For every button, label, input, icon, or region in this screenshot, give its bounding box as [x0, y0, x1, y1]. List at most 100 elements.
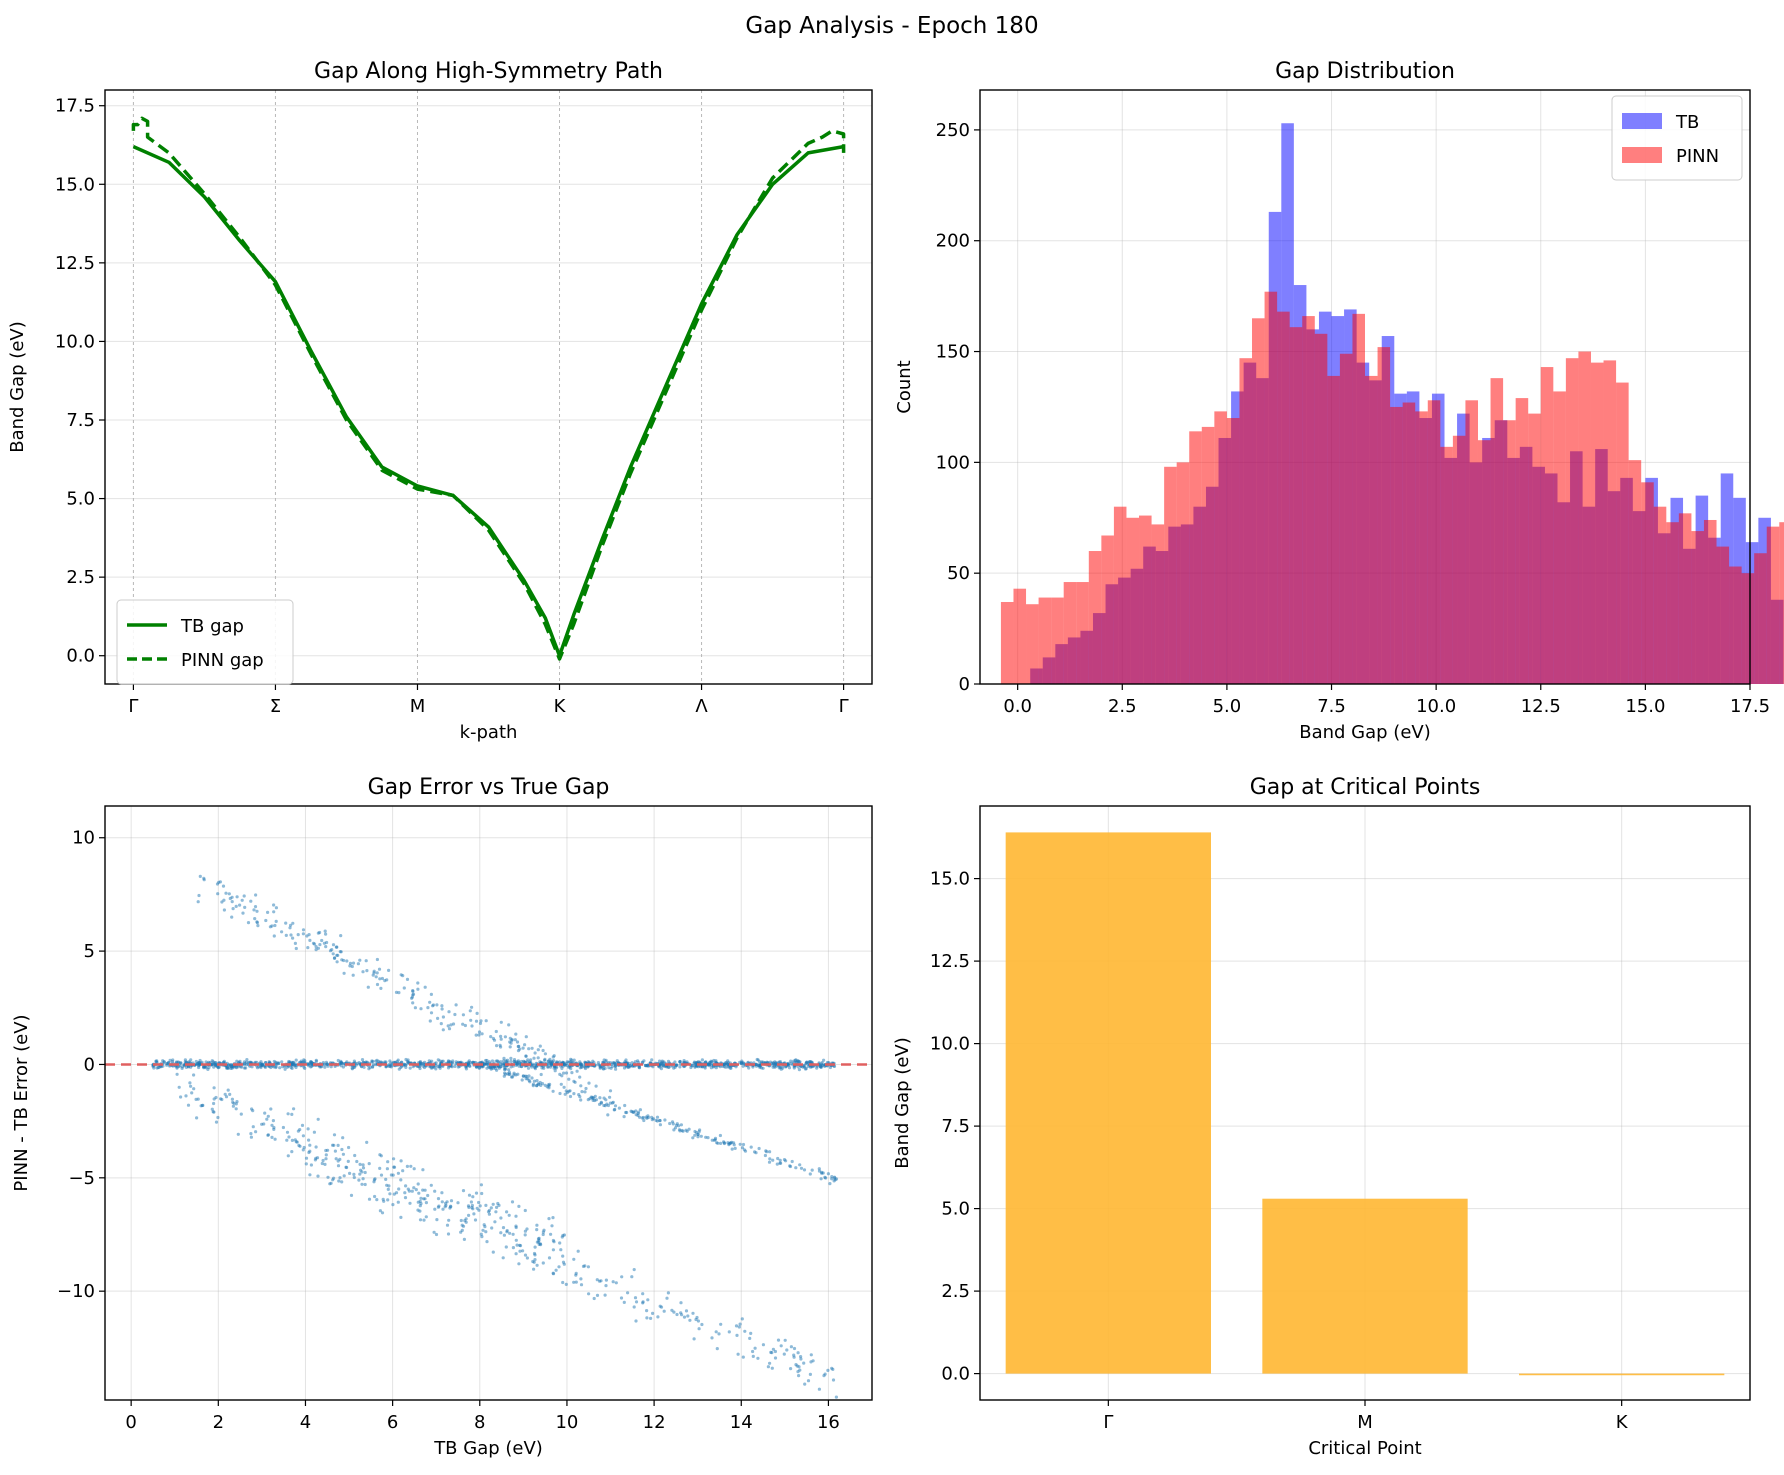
- scatter-point: [808, 1372, 813, 1376]
- scatter-point: [523, 1229, 528, 1233]
- scatter-point: [642, 1118, 646, 1123]
- scatter-point: [799, 1355, 803, 1359]
- pinn-hist-bar: [1151, 524, 1165, 684]
- scatter-point: [216, 892, 220, 896]
- scatter-point: [272, 903, 276, 907]
- scatter-point: [655, 1119, 660, 1123]
- scatter-point: [291, 921, 295, 925]
- scatter-point: [392, 1060, 396, 1064]
- scatter-point: [540, 1082, 545, 1086]
- scatter-point: [461, 1224, 466, 1228]
- scatter-point: [608, 1095, 612, 1099]
- scatter-point: [499, 1037, 503, 1041]
- scatter-point: [380, 976, 384, 981]
- scatter-point: [341, 1065, 345, 1069]
- scatter-point: [561, 1280, 565, 1285]
- scatter-point: [781, 1066, 785, 1070]
- scatter-point: [324, 932, 328, 936]
- scatter-point: [221, 884, 226, 888]
- scatter-point: [507, 1213, 511, 1217]
- pinn-hist-bar: [1553, 391, 1566, 684]
- scatter-point: [710, 1336, 714, 1340]
- scatter-point: [741, 1064, 745, 1068]
- scatter-point: [768, 1060, 773, 1064]
- scatter-point: [819, 1177, 823, 1181]
- scatter-point: [399, 973, 403, 977]
- scatter-point: [339, 1060, 343, 1064]
- scatter-point: [269, 1107, 273, 1111]
- scatter-point: [266, 1133, 270, 1137]
- scatter-point: [725, 1062, 729, 1067]
- y-tick-label: 50: [947, 563, 970, 584]
- scatter-point: [394, 990, 399, 995]
- scatter-point: [304, 1162, 308, 1166]
- scatter-point: [833, 1176, 837, 1180]
- scatter-point: [234, 1102, 238, 1106]
- scatter-point: [378, 977, 382, 981]
- scatter-point: [467, 1061, 471, 1065]
- scatter-point: [419, 1196, 423, 1200]
- scatter-point: [551, 1216, 555, 1220]
- scatter-point: [423, 985, 427, 989]
- scatter-point: [525, 1227, 529, 1231]
- scatter-point: [249, 1135, 253, 1139]
- scatter-point: [769, 1350, 773, 1354]
- scatter-point: [382, 1199, 386, 1203]
- scatter-point: [739, 1061, 744, 1065]
- scatter-point: [715, 1347, 719, 1351]
- scatter-point: [499, 1060, 503, 1064]
- scatter-point: [439, 1022, 443, 1026]
- scatter-point: [559, 1248, 563, 1252]
- scatter-point: [740, 1146, 745, 1150]
- scatter-point: [341, 1136, 345, 1140]
- scatter-point: [660, 1063, 664, 1067]
- scatter-point: [490, 1226, 494, 1230]
- pinn-hist-bar: [1741, 573, 1755, 684]
- scatter-point: [773, 1356, 778, 1360]
- pinn-hist-bar: [1578, 351, 1591, 684]
- scatter-point: [264, 918, 268, 923]
- scatter-point: [525, 1256, 530, 1260]
- scatter-point: [284, 933, 288, 938]
- scatter-point: [789, 1345, 794, 1349]
- scatter-point: [505, 1230, 509, 1234]
- scatter-point: [521, 1249, 525, 1253]
- scatter-point: [375, 982, 380, 987]
- scatter-point: [255, 921, 259, 925]
- scatter-point: [703, 1060, 707, 1064]
- panel-gap-path: 0.0 2.5 5.0 7.5 10.0 12.5 15.0 17.5 Γ Σ M K Λ Γ Gap Al…: [7, 59, 873, 743]
- pinn-hist-bar: [1113, 506, 1127, 684]
- scatter-point: [471, 1207, 475, 1211]
- scatter-point: [358, 958, 362, 962]
- scatter-point: [216, 1115, 220, 1120]
- scatter-point: [449, 1023, 453, 1027]
- scatter-point: [239, 1112, 243, 1116]
- scatter-point: [798, 1163, 802, 1167]
- scatter-point: [416, 1208, 420, 1212]
- scatter-point: [740, 1317, 744, 1321]
- scatter-point: [617, 1106, 622, 1110]
- scatter-point: [506, 1072, 510, 1076]
- scatter-point: [314, 1145, 318, 1149]
- scatter-point: [567, 1089, 571, 1093]
- scatter-point: [406, 1058, 410, 1062]
- scatter-point: [602, 1058, 606, 1062]
- scatter-point: [312, 942, 317, 946]
- scatter-point: [331, 952, 335, 956]
- scatter-point: [370, 1060, 374, 1064]
- legend-label: PINN gap: [181, 650, 264, 671]
- pinn-hist-bar: [1051, 597, 1064, 684]
- y-tick-label: 5.0: [941, 1199, 970, 1220]
- scatter-point: [662, 1309, 666, 1313]
- scatter-point: [391, 1173, 395, 1177]
- pinn-hist-bar: [1515, 398, 1529, 684]
- scatter-point: [429, 992, 433, 997]
- y-tick-label: 5: [84, 941, 95, 962]
- scatter-point: [532, 1056, 536, 1060]
- scatter-point: [772, 1062, 777, 1066]
- scatter-point: [548, 1060, 552, 1065]
- scatter-point: [480, 1191, 484, 1196]
- scatter-point: [474, 1191, 479, 1195]
- scatter-point: [778, 1158, 782, 1162]
- scatter-point: [666, 1291, 671, 1295]
